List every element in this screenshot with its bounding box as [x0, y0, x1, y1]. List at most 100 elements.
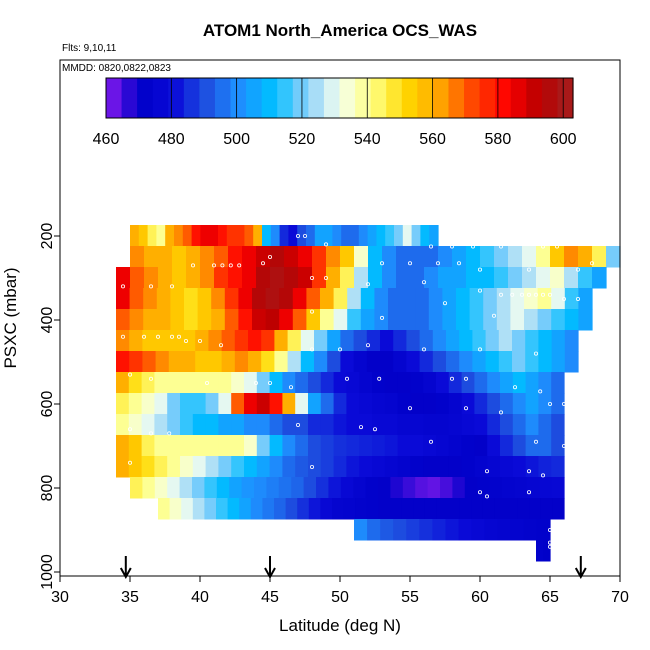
flights-note: Flts: 9,10,11	[62, 43, 117, 54]
heatmap-cell	[221, 351, 236, 373]
heatmap-cell	[165, 225, 175, 247]
colorbar-segment	[183, 78, 200, 118]
heatmap-cell	[154, 372, 168, 394]
sample-point	[167, 431, 172, 436]
sample-point	[169, 284, 174, 289]
heatmap-cell	[182, 351, 196, 373]
heatmap-cell	[231, 435, 245, 457]
sample-point	[253, 380, 258, 385]
sample-point	[520, 292, 525, 297]
sample-point	[237, 263, 242, 268]
heatmap-cell	[265, 288, 280, 310]
heatmap-cell	[474, 393, 488, 415]
heatmap-cell	[432, 351, 447, 373]
heatmap-cell	[116, 309, 131, 331]
heatmap-cell	[564, 288, 579, 310]
heatmap-cell	[340, 330, 355, 352]
heatmap-cell	[487, 435, 501, 457]
heatmap-cell	[128, 372, 143, 394]
x-tick-label: 65	[541, 589, 559, 606]
sample-point	[590, 261, 595, 266]
heatmap-cell	[536, 246, 551, 268]
heatmap-cell	[510, 288, 525, 310]
heatmap-cell	[524, 309, 539, 331]
heatmap-cell	[231, 456, 245, 478]
sample-point	[302, 233, 307, 238]
colorbar-segment	[557, 78, 574, 118]
heatmap-cell	[129, 351, 143, 373]
heatmap-cell	[442, 288, 457, 310]
heatmap-cell	[551, 414, 565, 436]
heatmap-cell	[327, 351, 341, 373]
heatmap-cell	[512, 456, 527, 478]
sample-point	[344, 376, 349, 381]
heatmap-cell	[448, 498, 461, 520]
heatmap-cell	[487, 456, 501, 478]
heatmap-cell	[320, 435, 335, 457]
heatmap-cell	[295, 393, 309, 415]
sample-point	[477, 288, 482, 293]
sample-point	[527, 292, 532, 297]
y-tick-label: 400	[39, 307, 56, 334]
heatmap-cell	[510, 309, 525, 331]
sample-point	[583, 448, 588, 453]
heatmap-cell	[384, 414, 399, 436]
heatmap-cell	[282, 435, 296, 457]
heatmap-cell	[536, 267, 551, 289]
heatmap-cell	[231, 414, 245, 436]
sample-point	[365, 343, 370, 348]
heatmap-cell	[116, 267, 131, 289]
heatmap-cell	[522, 267, 537, 289]
heatmap-cell	[333, 309, 348, 331]
heatmap-cell	[380, 330, 394, 352]
y-tick-label: 600	[39, 391, 56, 418]
heatmap-cell	[308, 498, 321, 520]
heatmap-cell	[346, 456, 360, 478]
heatmap-cell	[256, 414, 271, 436]
heatmap-cell	[525, 456, 539, 478]
heatmap-cell	[436, 372, 450, 394]
heatmap-cell	[279, 288, 294, 310]
flight-arrows	[119, 556, 587, 580]
heatmap-cell	[182, 225, 193, 247]
colorbar-segment	[541, 78, 559, 118]
sample-point	[456, 261, 461, 266]
sample-point	[169, 334, 174, 339]
heatmap-cell	[446, 330, 460, 352]
heatmap-cell	[306, 309, 321, 331]
heatmap-cell	[282, 393, 296, 415]
heatmap-cell	[374, 288, 389, 310]
sample-point	[527, 267, 532, 272]
heatmap-cell	[269, 372, 283, 394]
sample-point	[407, 406, 412, 411]
heatmap-cell	[129, 309, 144, 331]
colorbar-segment	[277, 78, 294, 118]
sample-point	[176, 334, 181, 339]
heatmap-cell	[295, 414, 309, 436]
heatmap-cell	[227, 498, 240, 520]
sample-point	[204, 380, 209, 385]
heatmap-cell	[340, 267, 355, 289]
heatmap-cell	[365, 477, 379, 499]
heatmap-cell	[526, 477, 540, 499]
sample-point	[534, 292, 539, 297]
sample-point	[513, 385, 518, 390]
heatmap-cell	[205, 456, 219, 478]
heatmap-cell	[487, 393, 501, 415]
heatmap-cell	[551, 372, 565, 394]
heatmap-cell	[402, 225, 413, 247]
heatmap-cell	[353, 351, 368, 373]
heatmap-cell	[343, 498, 356, 520]
heatmap-cell	[393, 330, 407, 352]
heatmap-cell	[471, 498, 484, 520]
heatmap-cell	[480, 267, 495, 289]
heatmap-cell	[174, 225, 184, 247]
heatmap-cell	[274, 330, 289, 352]
heatmap-cell	[406, 351, 421, 373]
heatmap-cell	[142, 330, 157, 352]
heatmap-cell	[295, 435, 309, 457]
heatmap-cell	[218, 393, 232, 415]
dates-note: MMDD: 0820,0822,0823	[62, 63, 171, 74]
heatmap-cell	[487, 414, 501, 436]
sample-point	[309, 464, 314, 469]
